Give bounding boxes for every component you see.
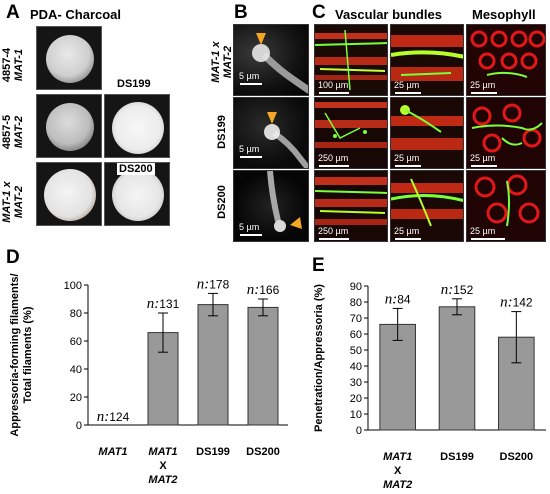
- y-tick-label: 40: [350, 361, 362, 373]
- y-tick-label: 70: [350, 313, 362, 325]
- svg-text:DS199: DS199: [440, 451, 474, 463]
- panel-a-row1-label: 4857-4 MAT-1: [1, 47, 25, 83]
- category-label: DS200: [500, 451, 534, 463]
- panel-letter-c: C: [312, 2, 326, 23]
- scale-b2: 5 µm: [239, 144, 260, 154]
- svg-text:X: X: [394, 465, 402, 477]
- scale-c-2b: 25 µm: [394, 153, 420, 163]
- n-label: n:142: [500, 295, 533, 311]
- bar: [197, 304, 229, 426]
- svg-text:MAT2: MAT2: [383, 479, 412, 491]
- y-tick-label: 60: [70, 336, 82, 348]
- scale-c-2c: 25 µm: [470, 153, 496, 163]
- vascular-image-2a: 250 µm: [314, 97, 388, 169]
- appressorium-image-ds200: 5 µm: [233, 170, 309, 242]
- y-tick-label: 60: [350, 329, 362, 341]
- vascular-image-1b: 25 µm: [390, 24, 464, 96]
- bar: [438, 306, 476, 431]
- svg-text:DS200: DS200: [246, 446, 280, 458]
- mesophyll-image-2: 25 µm: [466, 97, 546, 169]
- y-tick-label: 80: [70, 308, 82, 320]
- chart-e: 0 10 20 30 40 50 60 70 80 90 Penetration/Appressor…: [313, 281, 546, 491]
- svg-text:MAT2: MAT2: [148, 474, 177, 486]
- y-tick-label: 20: [70, 392, 82, 404]
- panel-b-row1-label: MAT-1 x MAT-2: [210, 41, 234, 83]
- label-ds200: DS200: [117, 163, 155, 175]
- n-label: n:124: [97, 409, 130, 425]
- panel-letter-b: B: [234, 2, 248, 23]
- svg-text:MAT1: MAT1: [98, 446, 127, 458]
- panel-letter-e: E: [312, 255, 325, 276]
- mesophyll-image-1: 25 µm: [466, 24, 546, 96]
- panel-a-row3-label: MAT-1 x MAT-2: [1, 181, 25, 223]
- scale-b3: 5 µm: [239, 222, 260, 232]
- svg-text:MAT1: MAT1: [148, 446, 177, 458]
- label-ds199: DS199: [117, 78, 151, 90]
- category-label: MAT1: [98, 446, 127, 458]
- y-tick-label: 90: [350, 281, 362, 293]
- panel-a-title: PDA- Charcoal: [30, 7, 122, 22]
- panel-b-row3-label: DS200: [216, 185, 228, 219]
- svg-text:MAT1: MAT1: [383, 451, 412, 463]
- scale-b1: 5 µm: [239, 71, 260, 81]
- plate-mat1xmat2: [36, 162, 102, 226]
- y-tick-label: 30: [350, 377, 362, 389]
- y-tick-label: 80: [350, 297, 362, 309]
- svg-text:DS200: DS200: [500, 451, 534, 463]
- panel-letter-d: D: [6, 247, 20, 268]
- y-tick-label: 20: [350, 393, 362, 405]
- svg-text:X: X: [159, 460, 167, 472]
- scale-c-1c: 25 µm: [470, 80, 496, 90]
- y-axis-label: Appressoria-forming filaments/Total fila…: [9, 273, 34, 436]
- scale-c-2a: 250 µm: [318, 153, 349, 163]
- n-label: n:166: [247, 282, 280, 298]
- panel-c-title-mesophyll: Mesophyll: [472, 7, 536, 22]
- category-label: DS199: [440, 451, 474, 463]
- mesophyll-image-3: 25 µm: [466, 170, 546, 242]
- scale-c-1b: 25 µm: [394, 80, 420, 90]
- y-tick-label: 100: [64, 280, 82, 292]
- plate-mat1: [36, 26, 102, 90]
- bar: [379, 323, 416, 431]
- y-axis-label: Penetration/Appressoria (%): [313, 284, 325, 432]
- panel-b-row2-label: DS199: [216, 115, 228, 149]
- panel-letter-a: A: [6, 2, 20, 23]
- appressorium-image-ds199: 5 µm: [233, 97, 309, 169]
- n-label: n:84: [385, 291, 411, 307]
- scale-c-1a: 100 µm: [318, 80, 349, 90]
- scale-c-3a: 250 µm: [318, 226, 349, 236]
- vascular-image-3a: 250 µm: [314, 170, 388, 242]
- n-label: n:131: [147, 296, 180, 312]
- y-tick-label: 10: [350, 409, 362, 421]
- vascular-image-2b: 25 µm: [390, 97, 464, 169]
- plate-ds199: [104, 94, 170, 158]
- y-tick-label: 40: [70, 364, 82, 376]
- y-tick-label: 0: [356, 425, 362, 437]
- n-label: n:178: [197, 276, 230, 292]
- svg-text:DS199: DS199: [196, 446, 230, 458]
- scale-c-3b: 25 µm: [394, 226, 420, 236]
- category-label: MAT1 X MAT2: [383, 451, 412, 491]
- y-tick-label: 0: [76, 420, 82, 432]
- scale-c-3c: 25 µm: [470, 226, 496, 236]
- panel-c-title-vascular: Vascular bundles: [335, 7, 442, 22]
- n-label: n:152: [441, 282, 474, 298]
- panel-a-row2-label: 4857-5 MAT-2: [1, 114, 25, 150]
- y-tick-label: 50: [350, 345, 362, 357]
- category-label: DS200: [246, 446, 280, 458]
- bar: [247, 306, 279, 426]
- vascular-image-3b: 25 µm: [390, 170, 464, 242]
- category-label: MAT1 X MAT2: [148, 446, 177, 486]
- appressorium-image-mat1xmat2: 5 µm: [233, 24, 309, 96]
- chart-d: 0 20 40 60 80 100 Appressoria-forming filament…: [9, 273, 288, 486]
- category-label: DS199: [196, 446, 230, 458]
- vascular-image-1a: 100 µm: [314, 24, 388, 96]
- plate-mat2: [36, 94, 102, 158]
